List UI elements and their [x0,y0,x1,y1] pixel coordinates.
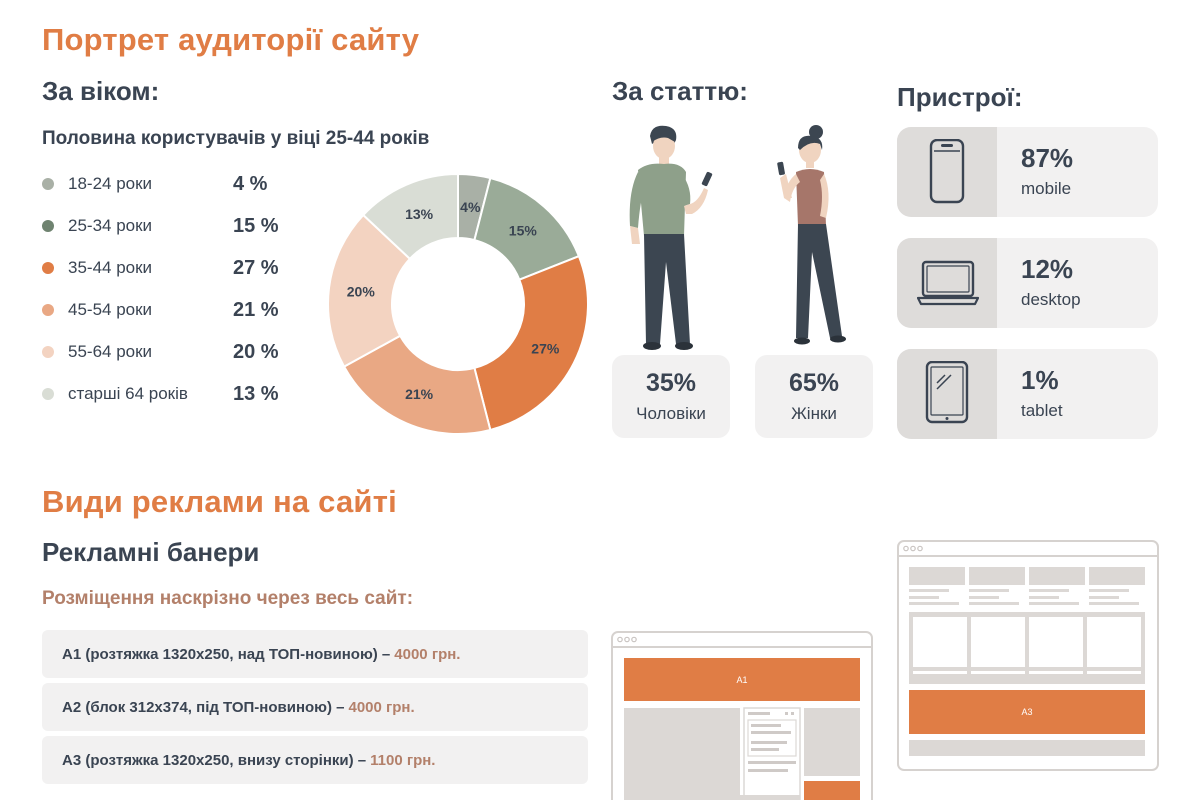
donut-slice [342,334,492,435]
legend-label: 35-44 роки [68,258,153,277]
legend-label: 45-54 роки [68,300,153,319]
devices-heading: Пристрої: [897,82,1023,112]
legend-item: 18-24 роки 4 % [42,172,267,196]
age-subtitle: Половина користувачів у віці 25-44 років [42,128,430,149]
device-percentage: 87% [1021,143,1074,173]
legend-label: 55-64 роки [68,342,153,361]
ad-option-a3: А3 (розтяжка 1320x250, внизу сторінки) –… [42,736,588,784]
ad-option-text: А1 (розтяжка 1320x250, над ТОП-новиною) … [62,645,391,663]
donut-slice-label: 13% [405,206,434,222]
ad-option-text: А2 (блок 312x374, під ТОП-новиною) – [62,698,345,716]
device-label: tablet [1021,401,1063,420]
device-percentage: 1% [1021,365,1059,395]
donut-slice-label: 20% [347,284,376,300]
legend-value: 20 % [233,340,279,363]
legend-value: 13 % [233,382,279,405]
male-percentage: 35% [645,369,697,397]
female-percentage: 65% [788,369,840,397]
smartphone-icon [929,139,965,204]
woman-illustration [777,125,846,345]
banners-heading: Рекламні банери [42,537,260,567]
legend-value: 21 % [233,298,279,321]
donut-slice-label: 4% [460,199,481,215]
tablet-icon [925,361,969,424]
female-label: Жінки [791,404,837,423]
legend-dot [42,262,54,274]
device-label: mobile [1021,179,1072,198]
legend-label: 25-34 роки [68,216,153,235]
ad-option-a2: А2 (блок 312x374, під ТОП-новиною) – 400… [42,683,588,731]
device-card-mobile: 87% mobile [897,127,1158,217]
ad-option-price: 4000 грн. [348,698,415,716]
legend-value: 15 % [233,214,279,237]
device-icon-box [897,349,997,439]
legend-value: 27 % [233,256,279,279]
ad-option-price: 4000 грн. [394,645,461,663]
device-percentage: 12% [1021,254,1074,284]
device-card-desktop: 12% desktop [897,238,1158,328]
ads-title: Види реклами на сайті [42,484,397,519]
ad-option-price: 1100 грн. [370,751,436,769]
page-title: Портрет аудиторії сайту [42,22,420,57]
banner-a3-slot [909,690,1145,734]
donut-slice-label: 15% [509,222,538,238]
legend-item: 25-34 роки 15 % [42,214,279,238]
legend-item: старші 64 років 13 % [42,382,279,406]
age-heading: За віком: [42,76,160,106]
ad-option-text: А3 (розтяжка 1320x250, внизу сторінки) – [62,751,367,769]
device-icon-box [897,238,997,328]
age-donut-chart: 4% 15% 27% 21% 20% 13% [327,172,589,435]
female-stat-card: 65% Жінки [755,355,873,438]
donut-slice [327,213,412,368]
browser-mockup-a3: А3 [897,540,1159,771]
legend-label: старші 64 років [68,384,188,403]
legend-dot [42,388,54,400]
legend-item: 45-54 роки 21 % [42,298,279,322]
legend-item: 55-64 роки 20 % [42,340,279,364]
donut-slice [361,172,459,261]
ad-option-a1: А1 (розтяжка 1320x250, над ТОП-новиною) … [42,630,588,678]
legend-dot [42,220,54,232]
legend-dot [42,304,54,316]
donut-slice-label: 27% [531,340,560,356]
device-card-tablet: 1% tablet [897,349,1158,439]
banner-a3-label: А3 [1021,707,1032,717]
device-label: desktop [1021,290,1081,309]
laptop-icon [917,260,979,306]
legend-item: 35-44 роки 27 % [42,256,279,280]
gender-heading: За статтю: [612,76,748,106]
legend-value: 4 % [233,172,268,195]
legend-dot [42,178,54,190]
donut-slice-label: 21% [405,386,434,402]
male-label: Чоловіки [636,404,706,423]
device-icon-box [897,127,997,217]
banner-a1-slot [624,658,860,701]
male-stat-card: 35% Чоловіки [612,355,730,438]
legend-dot [42,346,54,358]
banner-a1-label: А1 [736,675,747,685]
browser-mockup-a1: А1 [611,631,873,800]
man-illustration [629,125,713,350]
legend-label: 18-24 роки [68,174,153,193]
donut-slice [473,254,589,432]
placement-subtitle: Розміщення наскрізно через весь сайт: [42,588,414,609]
